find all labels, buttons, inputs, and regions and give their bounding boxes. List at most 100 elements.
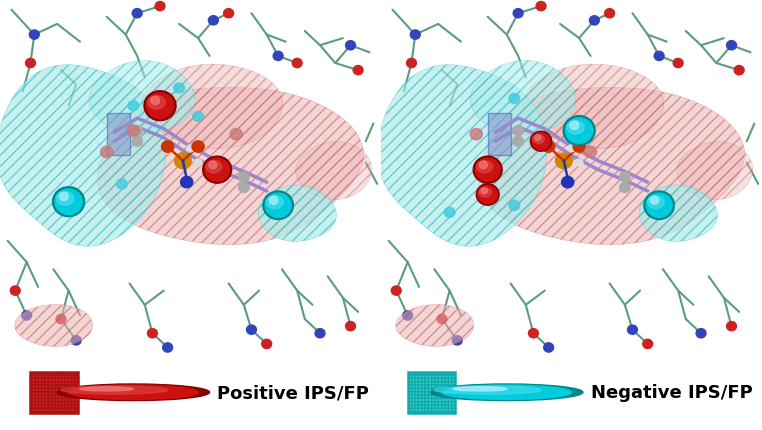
Circle shape [239, 172, 249, 182]
Bar [30, 372, 78, 414]
Circle shape [568, 145, 575, 153]
Circle shape [181, 177, 193, 188]
Circle shape [453, 336, 462, 345]
Circle shape [265, 194, 291, 218]
Circle shape [132, 126, 142, 136]
Circle shape [643, 340, 652, 349]
Circle shape [187, 145, 194, 153]
Circle shape [479, 162, 488, 169]
Circle shape [696, 329, 706, 338]
Polygon shape [522, 65, 664, 149]
Circle shape [535, 135, 541, 141]
Circle shape [155, 3, 165, 12]
Circle shape [117, 179, 127, 190]
Ellipse shape [442, 385, 572, 399]
Circle shape [151, 97, 160, 105]
Circle shape [735, 66, 744, 76]
Polygon shape [296, 142, 372, 200]
Circle shape [293, 59, 302, 68]
Circle shape [563, 117, 595, 146]
Circle shape [132, 137, 142, 147]
Circle shape [148, 329, 158, 338]
Circle shape [562, 177, 574, 188]
Circle shape [127, 126, 139, 137]
Circle shape [163, 343, 172, 352]
Circle shape [146, 94, 174, 119]
Circle shape [203, 157, 232, 184]
Circle shape [513, 137, 523, 147]
Text: Negative IPS/FP: Negative IPS/FP [591, 384, 752, 401]
Circle shape [644, 192, 674, 220]
Circle shape [529, 329, 538, 338]
Polygon shape [395, 305, 473, 347]
Circle shape [470, 129, 482, 141]
Circle shape [590, 17, 599, 26]
Polygon shape [677, 142, 753, 200]
Circle shape [128, 101, 139, 111]
Circle shape [565, 119, 593, 144]
Circle shape [573, 141, 585, 153]
Circle shape [26, 59, 35, 68]
Circle shape [481, 188, 488, 194]
Circle shape [532, 133, 550, 150]
Circle shape [620, 183, 630, 193]
Circle shape [403, 311, 413, 320]
Circle shape [544, 343, 553, 352]
Circle shape [174, 84, 184, 94]
Circle shape [269, 197, 278, 205]
Circle shape [444, 208, 455, 218]
Bar [408, 372, 455, 414]
Ellipse shape [148, 96, 165, 110]
Circle shape [392, 286, 401, 295]
Circle shape [727, 322, 736, 331]
Circle shape [674, 59, 684, 68]
Circle shape [620, 172, 630, 182]
Circle shape [315, 329, 325, 338]
Ellipse shape [56, 192, 74, 206]
Circle shape [144, 92, 176, 121]
Circle shape [21, 311, 32, 320]
Circle shape [570, 122, 579, 130]
Polygon shape [478, 88, 744, 245]
Circle shape [543, 141, 555, 153]
Circle shape [59, 193, 69, 201]
Circle shape [55, 190, 82, 215]
Circle shape [584, 147, 597, 158]
Circle shape [209, 17, 219, 26]
Ellipse shape [431, 384, 583, 401]
Bar [488, 114, 511, 156]
Circle shape [407, 59, 416, 68]
Ellipse shape [476, 161, 492, 173]
Circle shape [410, 31, 421, 40]
Ellipse shape [267, 196, 283, 209]
Ellipse shape [69, 385, 198, 399]
Circle shape [209, 162, 217, 169]
Polygon shape [0, 65, 165, 247]
Circle shape [193, 112, 203, 122]
Circle shape [223, 9, 233, 19]
Circle shape [650, 197, 659, 205]
Circle shape [230, 129, 242, 141]
Circle shape [263, 192, 293, 220]
Ellipse shape [434, 386, 541, 394]
Circle shape [513, 126, 523, 136]
Circle shape [646, 194, 672, 218]
Circle shape [555, 154, 572, 169]
Circle shape [56, 315, 66, 324]
Ellipse shape [453, 387, 507, 391]
Circle shape [53, 187, 85, 217]
Ellipse shape [61, 386, 168, 394]
Ellipse shape [479, 188, 491, 197]
Circle shape [346, 322, 355, 331]
Circle shape [476, 184, 499, 206]
Ellipse shape [206, 161, 222, 173]
Ellipse shape [567, 121, 584, 135]
Polygon shape [258, 186, 336, 242]
Circle shape [247, 326, 256, 335]
Circle shape [473, 157, 502, 184]
Circle shape [194, 160, 202, 167]
Circle shape [262, 340, 271, 349]
Polygon shape [639, 186, 717, 242]
Circle shape [205, 159, 229, 182]
Circle shape [475, 159, 500, 182]
